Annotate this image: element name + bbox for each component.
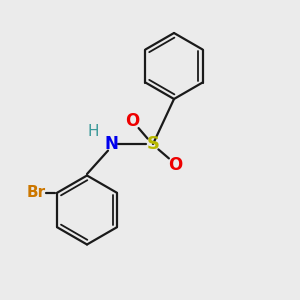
Text: N: N — [104, 135, 118, 153]
Text: H: H — [87, 124, 99, 140]
Text: Br: Br — [27, 185, 46, 200]
Text: O: O — [125, 112, 139, 130]
Text: S: S — [146, 135, 160, 153]
Text: O: O — [168, 156, 183, 174]
